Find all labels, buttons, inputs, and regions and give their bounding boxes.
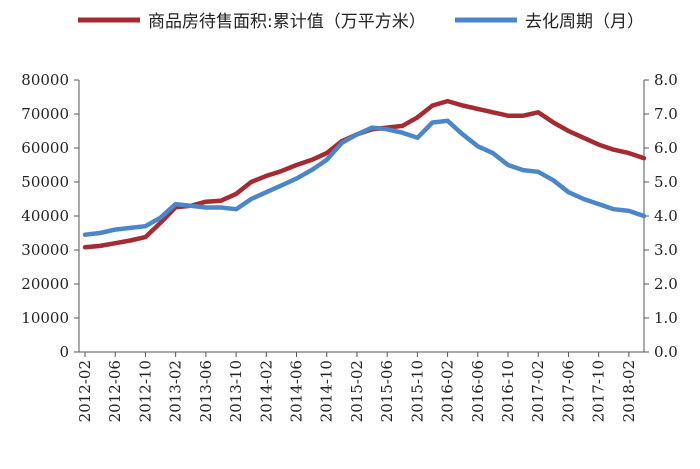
x-tick-label: 2015-10 bbox=[408, 360, 426, 422]
x-tick-label: 2017-06 bbox=[559, 360, 577, 422]
left-y-tick-label: 40000 bbox=[21, 207, 69, 225]
left-y-tick-label: 50000 bbox=[21, 173, 69, 191]
left-y-tick-label: 30000 bbox=[21, 241, 69, 259]
right-y-tick-label: 1.0 bbox=[654, 309, 678, 327]
x-tick-label: 2017-02 bbox=[529, 360, 547, 422]
left-y-tick-label: 70000 bbox=[21, 105, 69, 123]
x-tick-label: 2012-10 bbox=[136, 360, 154, 422]
legend: 商品房待售面积:累计值（万平方米） 去化周期（月） bbox=[78, 12, 644, 32]
x-tick-label: 2014-10 bbox=[318, 360, 336, 422]
x-tick-label: 2016-10 bbox=[499, 360, 517, 422]
right-y-tick-label: 6.0 bbox=[654, 139, 678, 157]
right-y-ticks: 0.0 1.0 2.0 3.0 4.0 5.0 6.0 7.0 8.0 bbox=[644, 71, 678, 361]
left-y-tick-label: 60000 bbox=[21, 139, 69, 157]
x-tick-label: 2015-06 bbox=[378, 360, 396, 422]
x-tick-label: 2016-06 bbox=[469, 360, 487, 422]
left-y-tick-label: 20000 bbox=[21, 275, 69, 293]
left-y-ticks: 0 10000 20000 30000 40000 50000 60000 70000 8000… bbox=[21, 71, 79, 361]
x-tick-label: 2016-02 bbox=[439, 360, 457, 422]
right-y-tick-label: 4.0 bbox=[654, 207, 678, 225]
x-tick-label: 2015-02 bbox=[348, 360, 366, 422]
left-y-tick-label: 80000 bbox=[21, 71, 69, 89]
legend-label-destock-cycle: 去化周期（月） bbox=[525, 12, 644, 32]
x-tick-label: 2013-06 bbox=[197, 360, 215, 422]
x-tick-label: 2018-02 bbox=[620, 360, 638, 422]
right-y-tick-label: 5.0 bbox=[654, 173, 678, 191]
x-tick-label: 2013-02 bbox=[167, 360, 185, 422]
x-tick-label: 2012-02 bbox=[76, 360, 94, 422]
left-y-tick-label: 0 bbox=[59, 343, 69, 361]
x-tick-label: 2012-06 bbox=[106, 360, 124, 422]
x-tick-label: 2013-10 bbox=[227, 360, 245, 422]
x-tick-label: 2014-06 bbox=[288, 360, 306, 422]
right-y-tick-label: 0.0 bbox=[654, 343, 678, 361]
left-y-tick-label: 10000 bbox=[21, 309, 69, 327]
x-ticks: 2012-02 2012-06 2012-10 2013-02 2013-06 2013-… bbox=[76, 352, 638, 422]
right-y-tick-label: 3.0 bbox=[654, 241, 678, 259]
series-layer bbox=[82, 98, 647, 250]
x-tick-label: 2014-02 bbox=[257, 360, 275, 422]
right-y-tick-label: 8.0 bbox=[654, 71, 678, 89]
series-line-destock-cycle bbox=[82, 118, 647, 237]
right-y-tick-label: 2.0 bbox=[654, 275, 678, 293]
x-tick-label: 2017-10 bbox=[590, 360, 608, 422]
legend-label-inventory: 商品房待售面积:累计值（万平方米） bbox=[148, 12, 426, 32]
right-y-tick-label: 7.0 bbox=[654, 105, 678, 123]
